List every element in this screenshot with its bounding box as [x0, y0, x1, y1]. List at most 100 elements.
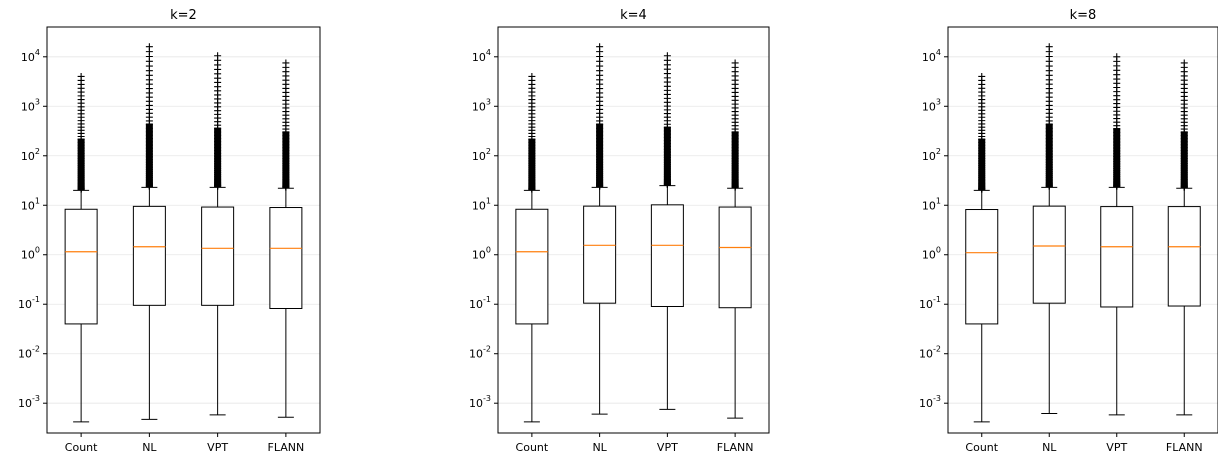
y-tick-mantissa: 10 — [18, 348, 32, 361]
flier-cluster — [145, 123, 153, 188]
flier-marker — [1180, 59, 1188, 67]
y-tick-exponent: -1 — [483, 295, 491, 304]
y-tick-mantissa: 10 — [21, 199, 35, 212]
y-tick-label: 102 — [472, 147, 491, 163]
y-tick-exponent: 2 — [486, 147, 491, 156]
flier-cluster — [596, 123, 604, 188]
y-tick-mantissa: 10 — [21, 249, 35, 262]
chart-title: k=2 — [170, 8, 197, 23]
y-tick-mantissa: 10 — [472, 100, 486, 113]
y-tick-label: 10-1 — [469, 295, 491, 311]
y-tick-label: 104 — [21, 48, 40, 64]
flier-marker — [282, 59, 290, 67]
y-tick-label: 10-2 — [919, 345, 941, 361]
x-tick-label: Count — [65, 441, 98, 454]
y-tick-mantissa: 10 — [18, 298, 32, 311]
y-tick-label: 10-2 — [18, 345, 40, 361]
flier-marker — [1113, 53, 1121, 61]
box-nl — [1032, 43, 1066, 414]
y-tick-exponent: 3 — [35, 97, 40, 106]
y-tick-label: 10-3 — [469, 394, 491, 410]
box-flann — [718, 59, 752, 419]
box-flann — [269, 59, 303, 418]
y-tick-mantissa: 10 — [469, 348, 483, 361]
y-tick-exponent: -2 — [483, 345, 491, 354]
y-tick-label: 103 — [472, 97, 491, 113]
y-tick-mantissa: 10 — [472, 51, 486, 64]
y-tick-label: 100 — [21, 246, 40, 262]
flier-cluster — [1180, 131, 1188, 189]
box-count — [965, 72, 999, 423]
y-tick-mantissa: 10 — [472, 150, 486, 163]
flier-cluster — [1113, 128, 1121, 188]
y-tick-exponent: 1 — [35, 196, 40, 205]
y-tick-label: 101 — [472, 196, 491, 212]
y-tick-label: 101 — [922, 196, 941, 212]
y-tick-exponent: -2 — [933, 345, 941, 354]
x-tick-label: NL — [1042, 441, 1057, 454]
y-tick-mantissa: 10 — [922, 51, 936, 64]
x-tick-label: NL — [592, 441, 607, 454]
y-tick-label: 100 — [472, 246, 491, 262]
flier-cluster — [663, 126, 671, 186]
box-count — [515, 72, 549, 423]
chart-title: k=4 — [620, 8, 647, 23]
flier-marker — [145, 43, 153, 51]
flier-marker — [214, 52, 222, 60]
box-vpt — [650, 52, 684, 410]
y-tick-exponent: -3 — [32, 394, 40, 403]
y-tick-exponent: -2 — [32, 345, 40, 354]
flier-marker — [663, 52, 671, 60]
y-tick-mantissa: 10 — [21, 100, 35, 113]
flier-marker — [596, 43, 604, 51]
x-tick-label: VPT — [657, 441, 678, 454]
y-tick-label: 104 — [472, 48, 491, 64]
box-iqr — [965, 209, 999, 325]
y-tick-exponent: -1 — [32, 295, 40, 304]
box-flann — [1167, 59, 1201, 416]
y-tick-mantissa: 10 — [922, 150, 936, 163]
x-tick-label: VPT — [1106, 441, 1127, 454]
box-iqr — [515, 208, 549, 325]
flier-cluster — [978, 138, 986, 191]
box-iqr — [64, 208, 98, 325]
x-tick-label: VPT — [207, 441, 228, 454]
box-iqr — [1167, 206, 1201, 307]
x-tick-label: FLANN — [1166, 441, 1203, 454]
flier-cluster — [731, 131, 739, 189]
x-tick-label: FLANN — [717, 441, 754, 454]
y-tick-exponent: 3 — [936, 97, 941, 106]
box-iqr — [201, 206, 235, 306]
box-count — [64, 72, 98, 423]
y-tick-exponent: 2 — [936, 147, 941, 156]
y-tick-mantissa: 10 — [922, 199, 936, 212]
x-tick-label: FLANN — [268, 441, 305, 454]
box-vpt — [201, 52, 235, 416]
x-tick-label: Count — [965, 441, 998, 454]
y-tick-label: 102 — [21, 147, 40, 163]
box-nl — [132, 43, 166, 420]
y-tick-mantissa: 10 — [472, 249, 486, 262]
y-tick-exponent: 0 — [936, 246, 941, 255]
plot-frame — [46, 26, 321, 434]
flier-cluster — [214, 127, 222, 188]
y-tick-exponent: 1 — [486, 196, 491, 205]
y-tick-label: 100 — [922, 246, 941, 262]
y-tick-exponent: 4 — [35, 48, 40, 57]
box-iqr — [650, 204, 684, 307]
flier-cluster — [528, 138, 536, 191]
y-tick-mantissa: 10 — [919, 348, 933, 361]
x-tick-label: NL — [142, 441, 157, 454]
y-tick-label: 104 — [922, 48, 941, 64]
flier-marker — [731, 59, 739, 67]
flier-marker — [1045, 43, 1053, 51]
y-tick-mantissa: 10 — [469, 298, 483, 311]
flier-cluster — [77, 138, 85, 191]
y-tick-exponent: -3 — [933, 394, 941, 403]
chart-title: k=8 — [1070, 8, 1097, 23]
y-tick-mantissa: 10 — [21, 51, 35, 64]
